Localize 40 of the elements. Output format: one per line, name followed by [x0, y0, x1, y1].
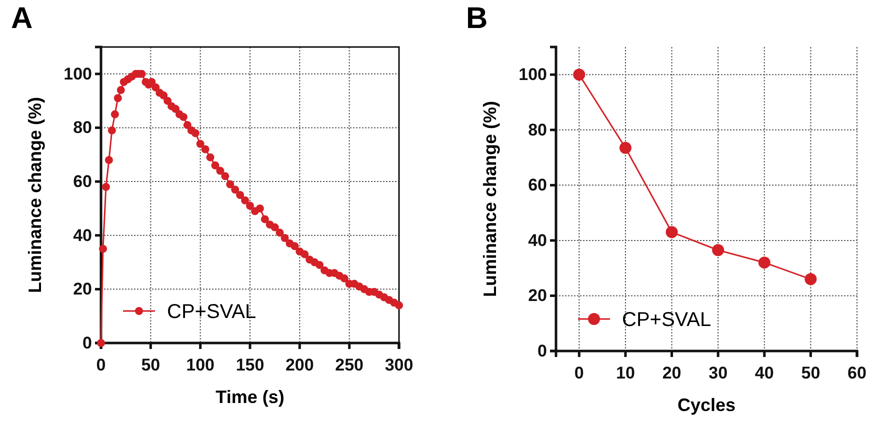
y-tick-label: 60	[528, 176, 547, 195]
x-tick-label: 100	[186, 356, 215, 375]
y-axis-title: Luminance change (%)	[480, 100, 500, 298]
y-tick-label: 40	[73, 226, 92, 245]
y-tick-label: 0	[82, 333, 92, 352]
x-tick-label: 250	[335, 356, 364, 375]
legend-label: CP+SVAL	[167, 301, 256, 323]
y-tick-label: 80	[528, 120, 547, 140]
x-tick-label: 0	[574, 364, 584, 383]
point	[712, 244, 724, 256]
point	[619, 142, 632, 154]
x-tick-label: 30	[708, 364, 728, 383]
point	[758, 256, 770, 269]
y-axis-title: Luminance change (%)	[25, 96, 45, 294]
x-tick-label: 60	[848, 364, 866, 383]
point	[573, 68, 586, 81]
y-tick-label: 100	[518, 65, 547, 84]
x-tick-label: 200	[285, 356, 314, 375]
y-tick-label: 40	[528, 230, 547, 250]
x-tick-label: 300	[384, 356, 414, 375]
text: B	[466, 2, 488, 35]
x-tick-label: 50	[141, 356, 160, 375]
y-tick-label: 0	[538, 341, 547, 360]
y-tick-label: 100	[64, 64, 92, 84]
legend-label: CP+SVAL	[622, 309, 712, 331]
x-tick-label: 40	[754, 364, 774, 383]
y-tick-label: 80	[73, 118, 92, 138]
point	[666, 226, 678, 238]
x-tick-label: 0	[96, 356, 106, 375]
x-tick-label: 50	[801, 364, 820, 383]
text: A	[11, 2, 33, 35]
x-axis-title: Time (s)	[216, 387, 284, 407]
y-tick-label: 20	[73, 280, 92, 299]
x-axis-title: Cycles	[677, 395, 736, 415]
y-tick-label: 20	[528, 286, 547, 306]
x-tick-label: 10	[616, 364, 635, 383]
point	[804, 273, 817, 286]
x-tick-label: 150	[236, 356, 264, 375]
y-tick-label: 60	[73, 172, 92, 191]
x-tick-label: 20	[662, 364, 682, 383]
